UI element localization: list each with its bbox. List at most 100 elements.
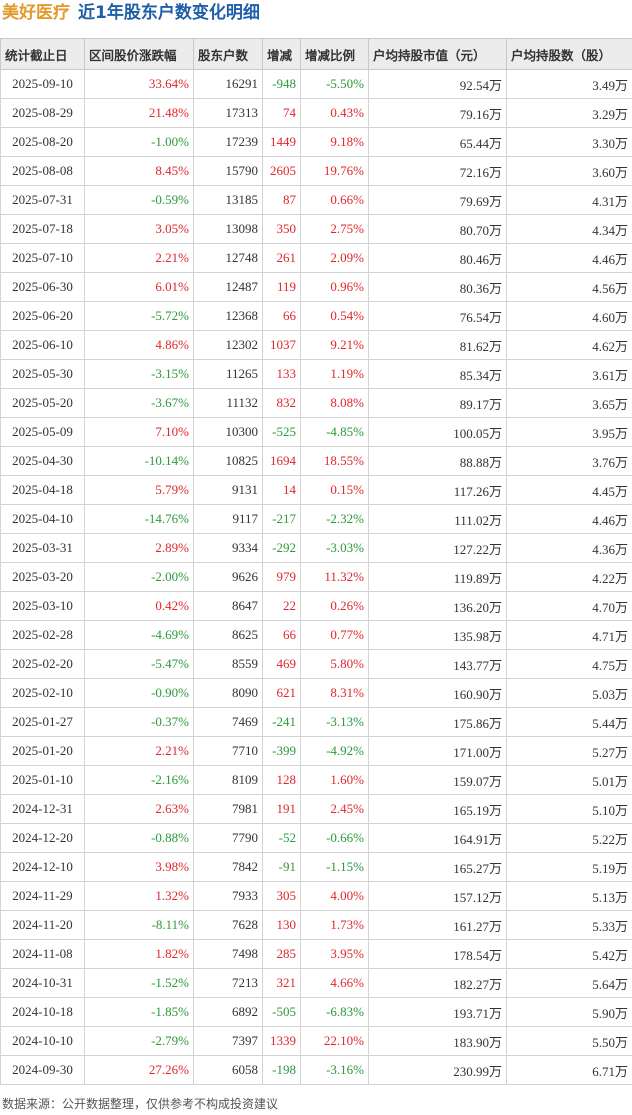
table-cell: 5.50万 xyxy=(506,1026,632,1056)
table-row: 2025-01-27 -0.37% 7469 -241 -3.13% 175.86万 5.4… xyxy=(0,707,632,737)
table-cell: 1449 xyxy=(262,127,301,157)
table-cell: 2025-01-27 xyxy=(0,707,85,737)
table-cell: 143.77万 xyxy=(368,649,507,679)
table-cell: 66 xyxy=(262,301,301,331)
table-cell: 17313 xyxy=(193,98,263,128)
table-row: 2025-04-18 5.79% 9131 14 0.15% 117.26万 4.45万 xyxy=(0,475,632,505)
table-row: 2024-11-08 1.82% 7498 285 3.95% 178.54万 5.42万 xyxy=(0,939,632,969)
table-cell: 13098 xyxy=(193,214,263,244)
table-cell: 2025-07-31 xyxy=(0,185,85,215)
table-cell: -1.85% xyxy=(84,997,194,1027)
table-cell: 2025-03-31 xyxy=(0,533,85,563)
table-cell: -4.85% xyxy=(300,417,369,447)
table-cell: 164.91万 xyxy=(368,823,507,853)
table-cell: -505 xyxy=(262,997,301,1027)
table-cell: 3.30万 xyxy=(506,127,632,157)
table-cell: 80.36万 xyxy=(368,272,507,302)
table-cell: -4.92% xyxy=(300,736,369,766)
column-header: 增减 xyxy=(262,38,301,70)
table-cell: 14 xyxy=(262,475,301,505)
title-bar: 美好医疗 近1年股东户数变化明细 xyxy=(0,0,632,38)
table-cell: 1.19% xyxy=(300,359,369,389)
table-cell: -6.83% xyxy=(300,997,369,1027)
table-cell: 0.42% xyxy=(84,591,194,621)
table-row: 2024-12-31 2.63% 7981 191 2.45% 165.19万 5.10万 xyxy=(0,794,632,824)
table-cell: 4.75万 xyxy=(506,649,632,679)
table-row: 2025-08-08 8.45% 15790 2605 19.76% 72.16万 3.60… xyxy=(0,156,632,186)
table-cell: -52 xyxy=(262,823,301,853)
table-cell: 165.27万 xyxy=(368,852,507,882)
table-cell: 10300 xyxy=(193,417,263,447)
table-cell: 6892 xyxy=(193,997,263,1027)
table-cell: 8559 xyxy=(193,649,263,679)
table-cell: 469 xyxy=(262,649,301,679)
table-cell: 2025-05-30 xyxy=(0,359,85,389)
table-cell: 0.66% xyxy=(300,185,369,215)
table-cell: 3.05% xyxy=(84,214,194,244)
table-cell: -241 xyxy=(262,707,301,737)
table-cell: 4.71万 xyxy=(506,620,632,650)
table-cell: 161.27万 xyxy=(368,910,507,940)
column-header: 户均持股市值（元） xyxy=(368,38,507,70)
table-cell: 12748 xyxy=(193,243,263,273)
table-cell: 5.42万 xyxy=(506,939,632,969)
table-row: 2024-12-10 3.98% 7842 -91 -1.15% 165.27万 5.19万 xyxy=(0,852,632,882)
table-row: 2024-09-30 27.26% 6058 -198 -3.16% 230.99万 6.7… xyxy=(0,1055,632,1085)
table-cell: 5.13万 xyxy=(506,881,632,911)
table-cell: 2.09% xyxy=(300,243,369,273)
table-row: 2025-01-10 -2.16% 8109 128 1.60% 159.07万 5.01万 xyxy=(0,765,632,795)
table-cell: 3.95万 xyxy=(506,417,632,447)
table-cell: 119 xyxy=(262,272,301,302)
table-cell: 117.26万 xyxy=(368,475,507,505)
table-cell: -2.79% xyxy=(84,1026,194,1056)
table-cell: 11.32% xyxy=(300,562,369,592)
table-cell: 13185 xyxy=(193,185,263,215)
table-cell: 2.45% xyxy=(300,794,369,824)
table-row: 2025-07-10 2.21% 12748 261 2.09% 80.46万 4.46万 xyxy=(0,243,632,273)
table-cell: 4.62万 xyxy=(506,330,632,360)
table-row: 2025-04-30 -10.14% 10825 1694 18.55% 88.88万 3.… xyxy=(0,446,632,476)
table-cell: 2025-08-08 xyxy=(0,156,85,186)
table-cell: -399 xyxy=(262,736,301,766)
table-cell: 128 xyxy=(262,765,301,795)
table-row: 2025-06-20 -5.72% 12368 66 0.54% 76.54万 4.60万 xyxy=(0,301,632,331)
table-cell: 2025-05-09 xyxy=(0,417,85,447)
table-cell: 119.89万 xyxy=(368,562,507,592)
table-cell: 321 xyxy=(262,968,301,998)
table-cell: 2025-03-10 xyxy=(0,591,85,621)
table-cell: 6.71万 xyxy=(506,1055,632,1085)
table-row: 2024-11-20 -8.11% 7628 130 1.73% 161.27万 5.33万 xyxy=(0,910,632,940)
table-cell: 10825 xyxy=(193,446,263,476)
table-cell: 72.16万 xyxy=(368,156,507,186)
table-cell: 19.76% xyxy=(300,156,369,186)
table-cell: 1339 xyxy=(262,1026,301,1056)
table-cell: -2.32% xyxy=(300,504,369,534)
table-cell: 7469 xyxy=(193,707,263,737)
table-cell: -5.47% xyxy=(84,649,194,679)
table-cell: -5.72% xyxy=(84,301,194,331)
table-cell: 2024-10-31 xyxy=(0,968,85,998)
table-cell: 65.44万 xyxy=(368,127,507,157)
table-cell: 8.08% xyxy=(300,388,369,418)
table-row: 2025-03-31 2.89% 9334 -292 -3.03% 127.22万 4.36… xyxy=(0,533,632,563)
table-cell: 165.19万 xyxy=(368,794,507,824)
table-cell: -0.88% xyxy=(84,823,194,853)
page-title: 近1年股东户数变化明细 xyxy=(78,3,260,23)
table-cell: 3.29万 xyxy=(506,98,632,128)
table-cell: 8.31% xyxy=(300,678,369,708)
table-row: 2024-10-10 -2.79% 7397 1339 22.10% 183.90万 5.5… xyxy=(0,1026,632,1056)
table-cell: 2025-05-20 xyxy=(0,388,85,418)
table-cell: 4.36万 xyxy=(506,533,632,563)
table-cell: 285 xyxy=(262,939,301,969)
table-cell: 8109 xyxy=(193,765,263,795)
table-row: 2025-07-31 -0.59% 13185 87 0.66% 79.69万 4.31万 xyxy=(0,185,632,215)
table-cell: 4.22万 xyxy=(506,562,632,592)
table-cell: 2024-12-20 xyxy=(0,823,85,853)
shareholder-table: 统计截止日 区间股价涨跌幅 股东户数 增减 增减比例 户均持股市值（元） 户均持股数（股） … xyxy=(0,38,632,1085)
table-cell: 7710 xyxy=(193,736,263,766)
table-cell: -14.76% xyxy=(84,504,194,534)
table-cell: 136.20万 xyxy=(368,591,507,621)
table-cell: 8647 xyxy=(193,591,263,621)
table-cell: 2.21% xyxy=(84,736,194,766)
table-cell: 133 xyxy=(262,359,301,389)
